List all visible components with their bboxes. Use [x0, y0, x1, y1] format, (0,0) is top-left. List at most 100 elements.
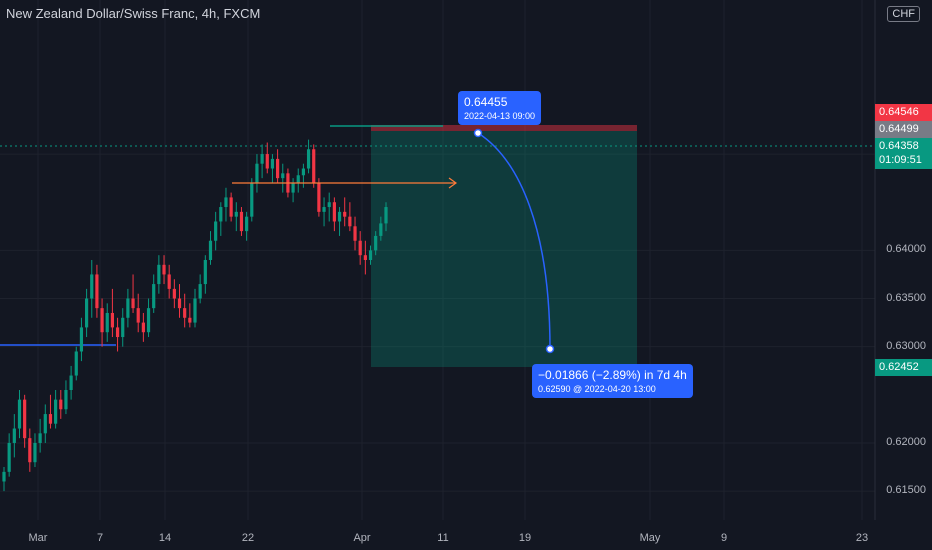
candle-body — [255, 163, 259, 183]
y-tick-label: 0.64000 — [886, 243, 926, 256]
candle-body — [265, 154, 269, 169]
candle-body — [317, 182, 321, 212]
candle-body — [250, 182, 254, 217]
candle-body — [379, 223, 383, 236]
candle-body — [79, 327, 84, 352]
candle-body — [327, 202, 331, 208]
candle-body — [141, 322, 145, 333]
candle-body — [23, 399, 27, 439]
x-tick-label: 14 — [158, 532, 172, 544]
candle-body — [270, 158, 275, 169]
candle-body — [54, 399, 58, 424]
candle-body — [95, 274, 99, 309]
candle-body — [245, 216, 249, 232]
candle-countdown: 01:09:51 — [875, 152, 932, 169]
candle-body — [198, 284, 202, 299]
candle-body — [229, 197, 233, 217]
candle-body — [368, 250, 373, 260]
candle-body — [343, 211, 347, 217]
currency-badge[interactable]: CHF — [887, 6, 920, 22]
candle-body — [28, 438, 32, 463]
chart-grid — [0, 0, 875, 520]
candle-body — [239, 211, 244, 232]
candle-body — [296, 175, 300, 183]
candle-body — [301, 168, 306, 176]
candle-body — [374, 235, 378, 251]
candle-body — [177, 298, 182, 309]
stop-price-label: 0.62452 — [875, 359, 932, 376]
candle-body — [157, 264, 161, 285]
candle-body — [126, 298, 130, 318]
y-tick-label: 0.63000 — [886, 339, 926, 352]
candle-body — [115, 327, 120, 338]
candle-body — [363, 255, 367, 260]
candle-body — [348, 216, 352, 227]
profit-zone — [371, 131, 637, 367]
candle-body — [64, 390, 68, 410]
candle-body — [234, 211, 238, 217]
x-tick-label: Apr — [353, 532, 371, 544]
candle-body — [100, 308, 104, 333]
current-price-label: 0.64358 — [875, 138, 932, 155]
entry-price-label: 0.64499 — [875, 121, 932, 138]
candle-body — [33, 442, 37, 463]
x-tick-label: 23 — [855, 532, 869, 544]
measure-start-point — [473, 128, 483, 138]
candle-body — [188, 317, 192, 323]
candle-body — [105, 312, 109, 333]
candle-body — [136, 308, 140, 323]
candle-body — [146, 308, 151, 333]
candle-body — [12, 428, 16, 443]
candle-body — [306, 149, 311, 169]
x-tick-label: 19 — [518, 532, 532, 544]
x-tick-label: 9 — [720, 532, 728, 544]
candle-body — [59, 399, 63, 410]
candle-body — [224, 197, 228, 208]
loss-zone — [371, 125, 637, 131]
candle-body — [203, 260, 207, 285]
candle-body — [90, 274, 94, 299]
measure-end-time: 0.62590 @ 2022-04-20 13:00 — [538, 384, 656, 394]
candle-body — [337, 211, 342, 222]
candle-body — [384, 207, 388, 224]
candle-body — [167, 274, 171, 289]
candle-body — [74, 351, 78, 376]
y-tick-label: 0.63500 — [886, 291, 926, 304]
measure-start-time: 2022-04-13 09:00 — [464, 111, 536, 121]
candle-body — [183, 308, 187, 318]
x-tick-label: Mar — [28, 532, 48, 544]
candles — [2, 139, 388, 492]
candle-body — [291, 182, 295, 193]
candle-body — [110, 312, 115, 328]
measure-end-tooltip: −0.01866 (−2.89%) in 7d 4h 0.62590 @ 202… — [532, 364, 693, 398]
target-price-label: 0.64546 — [875, 104, 932, 121]
x-tick-label: 11 — [437, 532, 449, 544]
measure-end-point — [545, 344, 555, 354]
measure-change: −0.01866 (−2.89%) in 7d 4h — [538, 368, 687, 382]
candle-body — [17, 399, 22, 429]
candle-body — [358, 240, 362, 256]
candle-body — [121, 317, 125, 338]
chart-title: New Zealand Dollar/Swiss Franc, 4h, FXCM — [6, 6, 261, 21]
projection-arrow-head — [448, 177, 458, 189]
candle-body — [214, 221, 218, 241]
candle-body — [332, 202, 336, 222]
candle-body — [281, 173, 285, 179]
candle-body — [2, 471, 6, 482]
candle-body — [260, 154, 264, 164]
candle-body — [43, 414, 47, 434]
candle-body — [219, 207, 223, 222]
candle-body — [48, 414, 53, 424]
candle-body — [152, 284, 156, 309]
candle-body — [131, 298, 135, 309]
candle-body — [69, 375, 73, 390]
x-tick-label: 22 — [241, 532, 255, 544]
measure-start-tooltip: 0.64455 2022-04-13 09:00 — [458, 91, 542, 125]
measure-start-price: 0.64455 — [464, 95, 508, 109]
candle-body — [353, 226, 357, 241]
candle-body — [322, 207, 326, 212]
candle-body — [38, 433, 42, 443]
candle-body — [193, 298, 197, 323]
candle-body — [172, 288, 176, 299]
